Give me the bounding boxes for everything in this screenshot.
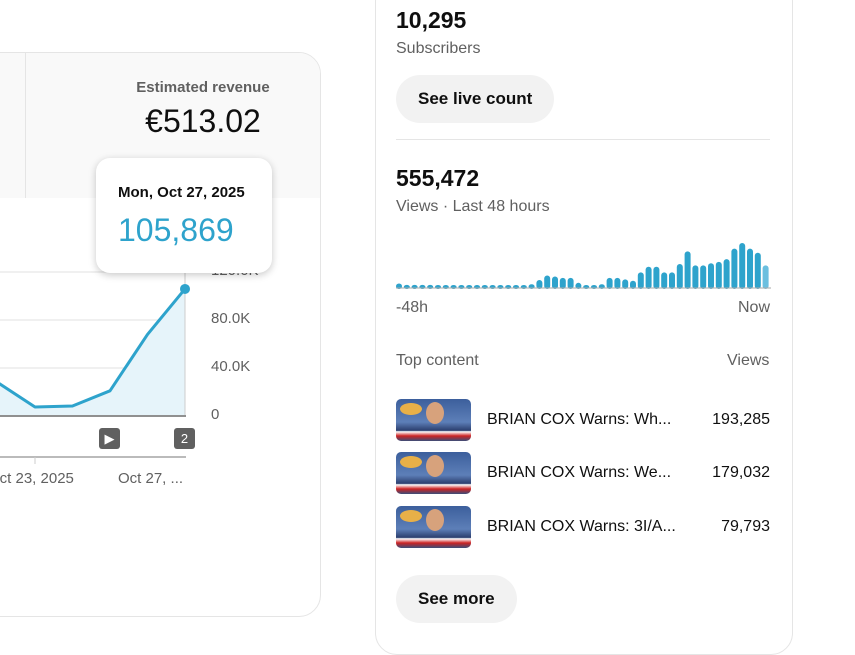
line-chart bbox=[0, 271, 190, 464]
view-bar bbox=[559, 277, 566, 289]
video-views: 79,793 bbox=[721, 518, 770, 535]
view-bar bbox=[567, 277, 574, 289]
view-bar bbox=[669, 272, 675, 289]
view-bar bbox=[692, 265, 699, 289]
area-fill bbox=[0, 288, 185, 416]
bar-start-label: -48h bbox=[396, 299, 429, 316]
y-tick-label: 40.0K bbox=[211, 358, 251, 375]
video-thumbnail bbox=[396, 452, 471, 494]
see-live-count-button[interactable]: See live count bbox=[396, 75, 555, 123]
play-button[interactable]: ▶ bbox=[99, 428, 120, 449]
view-bar bbox=[676, 263, 683, 289]
views-count: 555,472 bbox=[396, 165, 480, 191]
views-label: Views · Last 48 hours bbox=[396, 198, 550, 215]
subscriber-count: 10,295 bbox=[396, 7, 467, 33]
tooltip-date: Mon, Oct 27, 2025 bbox=[118, 184, 245, 201]
video-views: 179,032 bbox=[712, 464, 770, 481]
subscribers-label: Subscribers bbox=[396, 40, 481, 57]
play-icon: ▶ bbox=[104, 431, 115, 446]
tooltip-value: 105,869 bbox=[118, 212, 234, 248]
view-bar bbox=[637, 272, 644, 289]
video-title: BRIAN COX Warns: Wh... bbox=[487, 411, 672, 428]
view-bar bbox=[700, 265, 707, 289]
view-bar bbox=[575, 282, 582, 289]
view-bar bbox=[762, 265, 769, 289]
revenue-label: Estimated revenue bbox=[136, 79, 270, 96]
view-bar bbox=[723, 259, 730, 289]
view-bar bbox=[544, 275, 551, 289]
y-tick-label: 80.0K bbox=[211, 310, 251, 327]
series-line bbox=[0, 288, 187, 409]
view-bar bbox=[653, 266, 660, 289]
view-bar bbox=[614, 277, 621, 289]
content-row[interactable]: BRIAN COX Warns: Wh... 193,285 bbox=[396, 399, 770, 441]
view-bar bbox=[645, 266, 652, 289]
view-bar bbox=[622, 279, 629, 289]
video-title: BRIAN COX Warns: We... bbox=[487, 464, 672, 481]
video-title: BRIAN COX Warns: 3I/A... bbox=[487, 518, 676, 535]
content-row[interactable]: BRIAN COX Warns: 3I/A... 79,793 bbox=[396, 506, 770, 548]
bar-end-label: Now bbox=[738, 299, 771, 316]
see-more-button[interactable]: See more bbox=[396, 575, 517, 623]
video-thumbnail bbox=[396, 506, 471, 548]
view-bar bbox=[552, 276, 558, 289]
divider bbox=[396, 139, 770, 140]
revenue-value: €513.02 bbox=[145, 103, 261, 139]
x-tick-label: Oct 27, ... bbox=[118, 470, 184, 487]
view-bar bbox=[606, 277, 613, 289]
video-thumbnail bbox=[396, 399, 471, 441]
view-bar bbox=[739, 243, 746, 289]
video-views: 193,285 bbox=[712, 411, 770, 428]
views-bar-chart bbox=[396, 243, 771, 289]
view-bar bbox=[754, 252, 761, 289]
annotation-badge[interactable]: 2 bbox=[174, 428, 195, 449]
top-content-label: Top content bbox=[396, 352, 479, 369]
views-chart-card: Estimated revenue €513.02 bbox=[0, 52, 321, 617]
y-tick-label: 0 bbox=[211, 406, 220, 423]
view-bar bbox=[684, 251, 691, 289]
view-bar bbox=[536, 280, 543, 289]
view-bar bbox=[708, 263, 714, 289]
views-column-label: Views bbox=[727, 352, 770, 369]
data-point bbox=[180, 283, 190, 294]
view-bar bbox=[731, 248, 738, 289]
x-tick-label: Oct 23, 2025 bbox=[0, 470, 74, 487]
divider bbox=[25, 53, 26, 198]
view-bar bbox=[661, 272, 668, 289]
view-bar bbox=[747, 248, 753, 289]
view-bar bbox=[630, 280, 636, 289]
chart-tooltip: Mon, Oct 27, 2025 105,869 bbox=[96, 158, 272, 273]
view-bar bbox=[715, 261, 722, 289]
content-row[interactable]: BRIAN COX Warns: We... 179,032 bbox=[396, 452, 770, 494]
